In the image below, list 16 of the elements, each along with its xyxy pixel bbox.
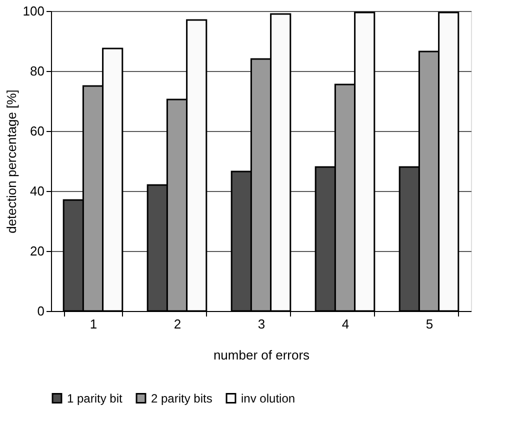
legend-label: 2 parity bits bbox=[151, 391, 212, 406]
x-tick-label: 1 bbox=[90, 316, 98, 332]
x-axis-title: number of errors bbox=[213, 348, 310, 362]
y-tick-label: 0 bbox=[37, 304, 44, 318]
legend-label: 1 parity bit bbox=[67, 391, 124, 406]
x-tick-label: 5 bbox=[426, 316, 434, 332]
x-tick-label: 3 bbox=[258, 316, 266, 332]
y-tick-label: 80 bbox=[30, 64, 44, 78]
y-tick-label: 100 bbox=[22, 4, 44, 18]
x-tick-label: 2 bbox=[174, 316, 182, 332]
y-axis-title: detection percentage [%] bbox=[4, 90, 19, 234]
x-tick-label: 4 bbox=[342, 316, 350, 332]
legend-label: inv olution bbox=[241, 391, 296, 406]
y-tick-label: 40 bbox=[30, 184, 44, 198]
y-tick-label: 60 bbox=[30, 124, 44, 138]
y-tick-label: 20 bbox=[30, 244, 44, 258]
